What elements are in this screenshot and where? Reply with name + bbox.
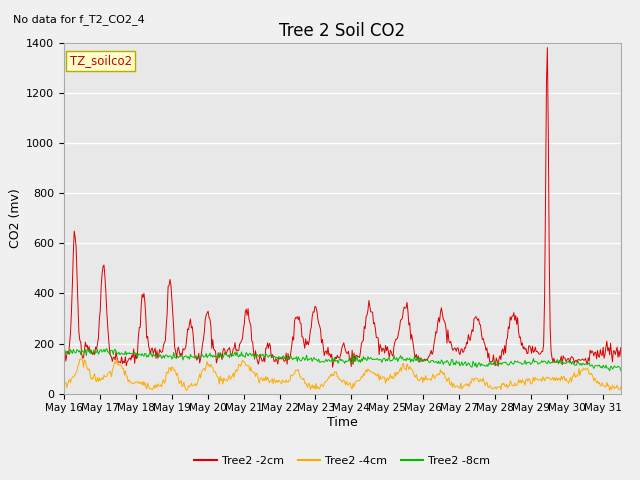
Title: Tree 2 Soil CO2: Tree 2 Soil CO2	[279, 22, 406, 40]
Tree2 -8cm	[103, 346, 111, 351]
X-axis label: Time: Time	[327, 416, 358, 429]
Text: No data for f_T2_CO2_4: No data for f_T2_CO2_4	[13, 14, 145, 25]
Tree2 -4cm	[77, 356, 84, 362]
Line: Tree2 -2cm: Tree2 -2cm	[64, 48, 621, 367]
Tree2 -4cm	[617, 384, 625, 390]
Legend: Tree2 -2cm, Tree2 -4cm, Tree2 -8cm: Tree2 -2cm, Tree2 -4cm, Tree2 -8cm	[190, 452, 495, 470]
Tree2 -2cm	[543, 45, 551, 50]
Tree2 -4cm	[159, 376, 167, 382]
Line: Tree2 -4cm: Tree2 -4cm	[64, 359, 621, 391]
Tree2 -2cm	[480, 340, 488, 346]
Tree2 -4cm	[205, 361, 213, 367]
Tree2 -4cm	[60, 379, 68, 384]
Tree2 -8cm	[60, 351, 68, 357]
Line: Tree2 -8cm: Tree2 -8cm	[64, 348, 621, 371]
Tree2 -4cm	[314, 384, 322, 390]
Tree2 -2cm	[329, 364, 337, 370]
Tree2 -8cm	[389, 357, 397, 362]
Tree2 -4cm	[390, 375, 398, 381]
Tree2 -8cm	[606, 368, 614, 374]
Tree2 -4cm	[434, 371, 442, 377]
Text: TZ_soilco2: TZ_soilco2	[70, 54, 132, 67]
Tree2 -8cm	[617, 368, 625, 373]
Tree2 -4cm	[183, 388, 191, 394]
Tree2 -2cm	[312, 304, 320, 310]
Tree2 -2cm	[389, 353, 397, 359]
Tree2 -8cm	[433, 359, 440, 365]
Tree2 -8cm	[204, 353, 212, 359]
Tree2 -2cm	[433, 330, 440, 336]
Tree2 -2cm	[204, 310, 211, 316]
Tree2 -2cm	[617, 345, 625, 350]
Tree2 -8cm	[159, 352, 167, 358]
Tree2 -2cm	[159, 348, 166, 354]
Y-axis label: CO2 (mv): CO2 (mv)	[9, 189, 22, 248]
Tree2 -8cm	[313, 357, 321, 363]
Tree2 -2cm	[60, 348, 68, 354]
Tree2 -8cm	[480, 362, 488, 368]
Tree2 -4cm	[481, 383, 489, 388]
